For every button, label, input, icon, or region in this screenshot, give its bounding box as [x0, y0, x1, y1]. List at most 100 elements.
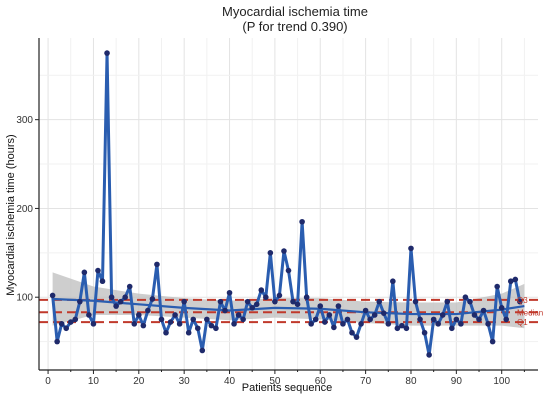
data-point: [385, 321, 392, 327]
data-point: [172, 312, 178, 318]
data-point: [226, 289, 233, 296]
data-point: [181, 298, 187, 305]
trend-curve: [52, 297, 525, 316]
data-point: [467, 298, 473, 305]
data-point: [263, 294, 269, 301]
data-point: [430, 316, 437, 323]
data-point: [90, 321, 97, 327]
data-point: [140, 322, 147, 329]
data-point: [86, 312, 92, 318]
data-point: [498, 305, 505, 311]
data-point: [290, 298, 296, 305]
data-point: [149, 296, 156, 302]
data-point: [58, 321, 65, 327]
data-point: [421, 329, 428, 336]
data-point: [281, 248, 287, 254]
data-point: [462, 294, 469, 301]
data-point: [489, 338, 496, 345]
data-point: [412, 298, 419, 305]
data-point: [49, 292, 56, 299]
data-point: [244, 298, 251, 305]
data-point: [222, 307, 228, 314]
data-point: [317, 303, 324, 309]
y-ticks: 100 200 300: [16, 115, 39, 304]
data-point: [199, 347, 206, 354]
data-point: [435, 321, 442, 327]
data-point: [439, 312, 446, 318]
data-point: [494, 283, 500, 290]
data-point: [458, 321, 464, 327]
data-point: [117, 298, 124, 305]
data-point: [476, 316, 482, 323]
data-point: [204, 316, 210, 323]
data-point: [303, 294, 310, 301]
data-point: [403, 325, 410, 332]
data-point: [512, 276, 519, 283]
x-tick-label: 100: [493, 376, 510, 387]
data-point: [253, 301, 260, 308]
data-point: [258, 287, 265, 293]
data-point: [81, 269, 88, 276]
data-point: [217, 298, 224, 305]
data-point: [312, 316, 319, 323]
trend-line: [52, 297, 525, 316]
axes: [38, 38, 538, 371]
data-point: [72, 316, 79, 323]
data-point: [344, 316, 351, 323]
x-tick-label: 90: [451, 376, 463, 387]
data-point: [408, 245, 414, 252]
data-point: [376, 298, 383, 305]
data-point: [444, 298, 451, 305]
x-tick-label: 40: [224, 376, 236, 387]
x-tick-label: 80: [405, 376, 417, 387]
data-point: [208, 322, 215, 329]
data-point: [358, 321, 364, 327]
x-tick-label: 20: [133, 376, 145, 387]
data-point: [485, 321, 491, 327]
data-point: [353, 334, 360, 340]
data-point: [67, 319, 74, 325]
data-point: [194, 325, 201, 332]
data-point: [426, 352, 432, 358]
y-tick-label: 200: [16, 204, 33, 215]
y-tick-label: 300: [16, 115, 33, 126]
data-point: [480, 307, 487, 314]
data-point: [285, 267, 292, 274]
data-point: [507, 278, 514, 285]
data-point: [517, 298, 523, 305]
data-point: [136, 312, 142, 318]
data-point: [326, 312, 333, 318]
data-point: [394, 325, 401, 332]
x-tick-label: 30: [179, 376, 191, 387]
x-ticks: 0 10 20 30 40 50 60 70 80 90 100: [45, 370, 525, 387]
x-tick-label: 70: [360, 376, 372, 387]
data-point: [104, 50, 110, 56]
data-point: [131, 321, 138, 327]
y-tick-label: 100: [16, 293, 33, 304]
data-point: [95, 267, 101, 274]
data-point: [154, 261, 160, 268]
data-point: [367, 316, 373, 323]
data-point: [294, 301, 301, 308]
data-point: [249, 305, 256, 311]
data-point: [362, 307, 369, 314]
data-point: [176, 321, 183, 327]
data-point: [158, 316, 165, 323]
data-point: [471, 312, 478, 318]
chart-subtitle: (P for trend 0.390): [242, 19, 347, 34]
data-point: [399, 322, 405, 329]
data-point: [349, 329, 355, 336]
data-point: [380, 310, 387, 316]
x-tick-label: 0: [45, 376, 51, 387]
data-point: [163, 329, 169, 336]
chart-title: Myocardial ischemia time: [222, 4, 368, 19]
data-point: [335, 303, 342, 309]
data-point: [122, 294, 128, 301]
data-point: [276, 292, 283, 299]
data-point: [185, 329, 192, 336]
data-point: [113, 303, 119, 309]
y-axis-label: Myocardial ischemia time (hours): [5, 134, 17, 295]
x-tick-label: 60: [315, 376, 327, 387]
data-point: [321, 319, 328, 325]
